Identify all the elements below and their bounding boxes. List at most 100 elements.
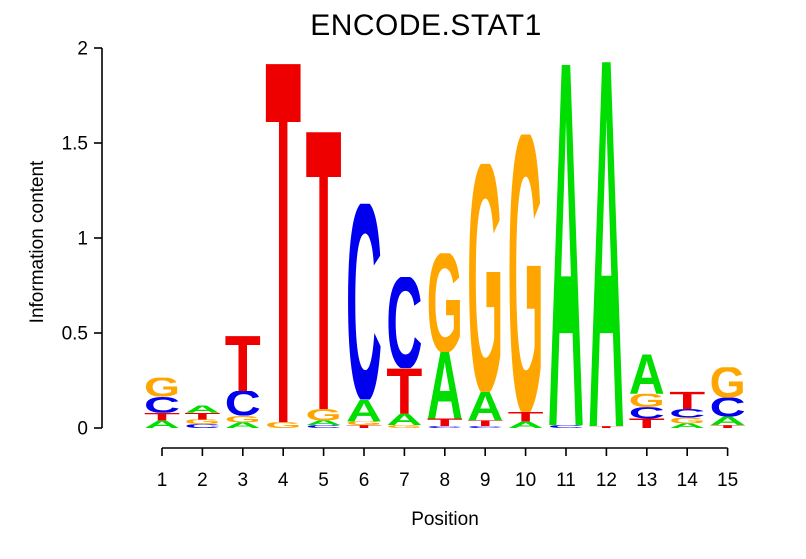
chart-title: ENCODE.STAT1 bbox=[310, 9, 542, 42]
logo-letter-glyph: T bbox=[629, 416, 665, 432]
logo-letter-C-pos8: C bbox=[427, 426, 463, 429]
logo-letter-T-pos15: T bbox=[710, 424, 747, 429]
x-axis-label: Position bbox=[411, 509, 479, 530]
logo-letter-glyph: A bbox=[184, 403, 220, 415]
logo-letter-glyph: A bbox=[548, 0, 584, 536]
logo-letter-glyph: A bbox=[306, 419, 342, 427]
logo-letter-G-pos13: G bbox=[629, 394, 665, 407]
logo-letter-glyph: A bbox=[508, 419, 544, 430]
x-tick-label: 3 bbox=[238, 470, 249, 491]
logo-letter-A-pos2: A bbox=[184, 403, 220, 415]
x-tick-label: 14 bbox=[677, 470, 699, 491]
logo-letter-A-pos15: A bbox=[710, 417, 746, 426]
logo-letter-glyph: C bbox=[669, 407, 705, 421]
logo-letter-G-pos10: G bbox=[508, 47, 544, 497]
logo-letter-glyph: C bbox=[386, 250, 422, 397]
logo-letter-A-pos5: A bbox=[306, 419, 342, 427]
logo-letter-glyph: G bbox=[306, 406, 342, 424]
logo-letter-A-pos1: A bbox=[144, 420, 180, 428]
logo-letter-T-pos10: T bbox=[508, 409, 544, 425]
logo-letter-A-pos14: A bbox=[669, 422, 705, 430]
logo-letter-glyph: A bbox=[629, 341, 665, 406]
logo-letter-C-pos11: C bbox=[548, 424, 584, 429]
logo-letter-glyph: A bbox=[467, 383, 503, 430]
logo-letter-T-pos6: T bbox=[346, 424, 383, 429]
logo-letter-A-pos9: A bbox=[467, 383, 503, 430]
logo-letter-glyph: A bbox=[386, 411, 422, 429]
logo-letter-G-pos15: G bbox=[710, 358, 746, 407]
logo-letter-T-pos7: T bbox=[386, 354, 422, 428]
logo-letter-glyph: C bbox=[306, 424, 342, 429]
logo-letter-A-pos12: A bbox=[588, 0, 624, 539]
logo-letter-glyph: T bbox=[508, 409, 544, 425]
logo-letter-G-pos14: G bbox=[669, 416, 705, 425]
logo-letter-glyph: T bbox=[427, 416, 463, 428]
logo-letter-A-pos3: A bbox=[225, 420, 261, 429]
logo-letter-T-pos2: T bbox=[184, 411, 220, 422]
logo-letter-G-pos4: G bbox=[265, 422, 301, 428]
logo-letter-glyph: A bbox=[588, 0, 624, 539]
logo-letter-glyph: C bbox=[548, 424, 584, 429]
logo-letter-glyph: C bbox=[467, 426, 503, 429]
x-tick-label: 2 bbox=[197, 470, 208, 491]
y-axis-label: Information content bbox=[27, 160, 48, 324]
logo-letter-G-pos6: G bbox=[346, 420, 382, 426]
logo-letter-A-pos13: A bbox=[629, 341, 665, 406]
logo-letter-glyph: G bbox=[225, 414, 261, 425]
logo-letter-glyph: G bbox=[184, 418, 220, 426]
logo-letter-glyph: G bbox=[144, 372, 180, 403]
logo-letter-glyph: T bbox=[346, 424, 383, 429]
logo-letter-glyph: T bbox=[710, 424, 747, 429]
x-tick-label: 6 bbox=[359, 470, 370, 491]
logo-letter-G-pos5: G bbox=[306, 406, 342, 424]
x-tick-label: 12 bbox=[596, 470, 617, 491]
logo-letter-glyph: C bbox=[225, 384, 261, 424]
logo-letter-glyph: T bbox=[386, 354, 422, 428]
logo-letter-glyph: C bbox=[184, 423, 220, 429]
logo-letter-glyph: G bbox=[710, 358, 746, 407]
x-tick-label: 7 bbox=[399, 470, 410, 491]
logo-letter-G-pos7: G bbox=[386, 424, 422, 429]
logo-letter-glyph: G bbox=[386, 424, 422, 429]
logo-letter-C-pos6: C bbox=[346, 144, 382, 461]
logo-letter-C-pos15: C bbox=[710, 392, 746, 423]
logo-letter-A-pos8: A bbox=[427, 352, 463, 419]
logo-letter-glyph: G bbox=[669, 416, 705, 425]
logo-letter-T-pos9: T bbox=[467, 420, 503, 426]
x-tick-label: 11 bbox=[556, 470, 576, 491]
logo-letter-glyph: C bbox=[346, 144, 382, 461]
logo-letter-C-pos2: C bbox=[184, 423, 220, 429]
logo-letter-T-pos14: T bbox=[669, 392, 705, 409]
logo-letter-A-pos7: A bbox=[386, 411, 422, 429]
logo-letter-T-pos3: T bbox=[225, 320, 261, 409]
logo-letter-T-pos12: T bbox=[588, 426, 624, 428]
logo-letter-glyph: C bbox=[427, 426, 463, 429]
x-tick-label: 4 bbox=[278, 470, 289, 491]
logo-letter-G-pos1: G bbox=[144, 372, 180, 403]
logo-letter-glyph: A bbox=[225, 420, 261, 429]
logo-letter-C-pos7: C bbox=[386, 250, 422, 397]
logo-letter-G-pos9: G bbox=[467, 94, 503, 463]
logo-letter-glyph: C bbox=[710, 392, 746, 423]
logo-letter-T-pos4: T bbox=[265, 63, 301, 422]
logo-letter-A-pos6: A bbox=[346, 400, 382, 422]
logo-letter-glyph: T bbox=[306, 44, 342, 494]
logo-letter-glyph: T bbox=[225, 320, 261, 409]
logo-letter-glyph: T bbox=[184, 411, 220, 422]
logo-letter-G-pos8: G bbox=[427, 253, 463, 352]
logo-letter-glyph: G bbox=[467, 94, 503, 463]
logo-letter-A-pos10: A bbox=[508, 419, 544, 430]
logo-letter-T-pos13: T bbox=[629, 416, 665, 432]
logo-letter-glyph: C bbox=[629, 404, 665, 422]
logo-letter-T-pos1: T bbox=[144, 410, 180, 422]
logo-letter-glyph: A bbox=[669, 422, 705, 430]
x-tick-label: 9 bbox=[480, 470, 491, 491]
logo-letter-glyph: G bbox=[508, 47, 544, 497]
logo-letter-A-pos11: A bbox=[548, 0, 584, 536]
logo-letter-glyph: G bbox=[346, 420, 382, 426]
logo-letter-glyph: T bbox=[144, 410, 180, 422]
y-tick-label: 1.5 bbox=[62, 134, 88, 155]
y-tick-label: 0 bbox=[77, 419, 88, 440]
